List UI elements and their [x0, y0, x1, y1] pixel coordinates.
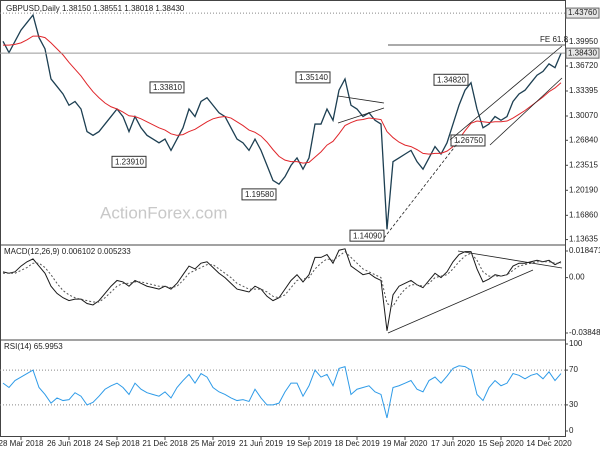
high-level-box [565, 7, 600, 19]
price-label-box [349, 229, 385, 242]
y-tick-label: 1.20190 [569, 185, 598, 194]
trend-line [489, 77, 563, 146]
x-tick-label: 19 Sep 2019 [286, 439, 332, 448]
y-tick-label: 0.00 [569, 273, 585, 282]
frame [0, 0, 566, 437]
y-tick-label: 0 [569, 426, 574, 435]
y-tick-label: 1.39950 [569, 37, 598, 46]
rsi-title: RSI(14) 65.9953 [4, 342, 63, 351]
price-label-box [241, 188, 277, 201]
series-line [2, 248, 562, 331]
high-level-label: 1.43760 [568, 8, 597, 17]
price-label-box [295, 71, 331, 84]
trend-line [337, 107, 385, 124]
y-tick-label: 1.13635 [569, 235, 598, 244]
y-tick-label: 100 [569, 339, 583, 348]
x-tick-label: 15 Sep 2020 [478, 439, 524, 448]
x-tick-label: 17 Jun 2020 [431, 439, 476, 448]
x-tick-label: 26 Jun 2018 [47, 439, 92, 448]
price-label: 1.14090 [353, 231, 382, 240]
last-price-box [565, 47, 600, 59]
price-label: 1.23910 [115, 157, 144, 166]
y-tick-label: 1.23515 [569, 160, 598, 169]
y-tick-label: 1.30070 [569, 111, 598, 120]
price-label-box [149, 81, 185, 94]
series-line [2, 13, 562, 230]
x-tick-label: 28 Mar 2018 [0, 439, 44, 448]
series-line [2, 365, 562, 419]
price-label: 1.34820 [437, 75, 466, 84]
price-label: 1.26750 [454, 136, 483, 145]
price-label: 1.19580 [245, 190, 274, 199]
x-tick-label: 18 Dec 2019 [334, 439, 380, 448]
price-label: 1.33810 [153, 83, 182, 92]
price-label-box [111, 155, 147, 168]
y-tick-label: 1.26840 [569, 135, 598, 144]
last-price-label: 1.38430 [568, 48, 597, 57]
x-tick-label: 19 Mar 2020 [383, 439, 428, 448]
price-label: 1.35140 [299, 73, 328, 82]
chart-title: GBPUSD,Daily 1.38150 1.38551 1.38018 1.3… [6, 4, 185, 13]
macd-title: MACD(12,26,9) 0.006102 0.005233 [4, 247, 131, 256]
watermark: ActionForex.com [100, 203, 228, 222]
y-tick-label: -0.038486 [569, 328, 600, 337]
fe-label: FE 61.8 [540, 35, 569, 44]
y-tick-label: 30 [569, 400, 578, 409]
x-tick-label: 21 Dec 2018 [142, 439, 188, 448]
series-line [3, 35, 562, 164]
y-tick-label: 1.16860 [569, 210, 598, 219]
x-tick-label: 14 Dec 2020 [526, 439, 572, 448]
x-tick-label: 24 Sep 2018 [94, 439, 140, 448]
y-tick-label: 1.33395 [569, 86, 598, 95]
trend-line [457, 250, 563, 269]
y-tick-label: 0.018471 [569, 246, 600, 255]
price-label-box [433, 73, 469, 86]
trend-line [383, 139, 461, 239]
x-tick-label: 25 Mar 2019 [191, 439, 236, 448]
series-line [3, 251, 561, 308]
y-tick-label: 70 [569, 365, 578, 374]
trend-line [337, 95, 385, 104]
trend-line [387, 269, 534, 334]
y-tick-label: 1.36720 [569, 61, 598, 70]
x-tick-label: 21 Jun 2019 [239, 439, 284, 448]
trend-line [449, 45, 563, 141]
price-label-box [450, 134, 486, 147]
